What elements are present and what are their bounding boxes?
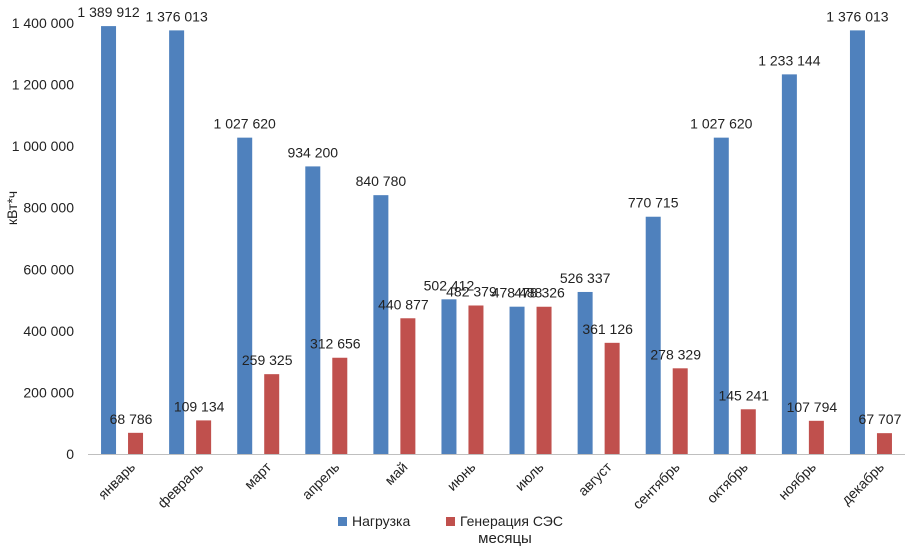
y-tick-label: 1 400 000 [12, 15, 74, 31]
data-label: 107 794 [787, 399, 838, 415]
data-label: 361 126 [582, 321, 633, 337]
bar-generation [604, 342, 620, 454]
x-tick-label: июнь [444, 459, 479, 494]
data-label: 478 326 [514, 285, 565, 301]
bars [101, 26, 892, 455]
data-label: 109 134 [174, 398, 225, 414]
data-label: 502 412 [424, 277, 475, 293]
bar-generation [808, 420, 824, 454]
bar-load [781, 74, 797, 455]
bar-load [713, 137, 729, 455]
data-label: 770 715 [628, 195, 679, 211]
data-label: 1 027 620 [214, 116, 276, 132]
bar-load [305, 166, 321, 455]
bar-generation [468, 305, 484, 454]
bar-generation [400, 318, 416, 454]
legend-label: Генерация СЭС [460, 513, 563, 529]
y-tick-label: 1 200 000 [12, 77, 74, 93]
data-label: 1 376 013 [145, 8, 207, 24]
x-tick-label: октябрь [703, 459, 750, 506]
x-tick-label: июль [512, 459, 547, 494]
data-label: 312 656 [310, 336, 361, 352]
bar-generation [332, 357, 348, 454]
x-tick-label: сентябрь [629, 459, 682, 512]
y-tick-label: 200 000 [23, 384, 74, 400]
bar-load [169, 30, 185, 454]
legend-swatch [446, 517, 455, 526]
bar-generation [264, 374, 280, 454]
bar-generation [196, 420, 212, 454]
x-tick-label: май [381, 459, 410, 488]
x-axis: январь февраль март апрель май июнь июль август… [88, 454, 905, 512]
bar-load [577, 291, 593, 454]
data-label: 145 241 [718, 387, 769, 403]
data-labels: 1 389 912 1 376 013 1 027 620 934 200 840 78… [77, 4, 901, 427]
x-tick-label: апрель [299, 459, 343, 503]
bar-generation [672, 368, 688, 454]
bar-load [101, 26, 117, 455]
data-label: 1 389 912 [77, 4, 139, 20]
x-axis-title: месяцы [478, 530, 532, 546]
data-label: 68 786 [110, 411, 153, 427]
data-label: 67 707 [859, 411, 902, 427]
legend: Нагрузка Генерация СЭС [338, 513, 563, 529]
bar-generation [536, 306, 552, 454]
data-label: 478 488 [492, 285, 543, 301]
x-tick-label: декабрь [838, 459, 887, 508]
y-tick-label: 400 000 [23, 323, 74, 339]
x-tick-label: ноябрь [775, 459, 819, 503]
data-label: 1 376 013 [826, 8, 888, 24]
bar-generation [128, 432, 144, 454]
y-tick-label: 0 [66, 446, 74, 462]
data-label: 526 337 [560, 270, 611, 286]
bar-generation [740, 409, 756, 454]
data-label: 482 379 [446, 283, 497, 299]
data-label: 440 877 [378, 296, 429, 312]
bar-load [849, 30, 865, 454]
y-tick-label: 600 000 [23, 261, 74, 277]
x-tick-label: февраль [154, 459, 206, 511]
data-label: 259 325 [242, 352, 293, 368]
y-tick-label: 1 000 000 [12, 138, 74, 154]
legend-label: Нагрузка [352, 513, 410, 529]
data-label: 1 027 620 [690, 116, 752, 132]
data-label: 840 780 [356, 173, 407, 189]
data-label: 278 329 [650, 346, 701, 362]
x-tick-label: январь [95, 459, 138, 502]
y-axis: 0 200 000 400 000 600 000 800 000 1 000 000 1 … [12, 15, 75, 462]
bar-generation [876, 433, 892, 454]
data-label: 934 200 [287, 144, 338, 160]
bar-load [237, 137, 253, 455]
data-label: 1 233 144 [758, 52, 820, 68]
bar-load [441, 299, 457, 454]
y-axis-title: кВт*ч [4, 191, 20, 225]
bar-load [645, 216, 661, 454]
bar-load [373, 195, 389, 455]
legend-swatch [338, 517, 347, 526]
bar-load [509, 306, 525, 454]
x-tick-label: август [575, 458, 615, 498]
y-tick-label: 800 000 [23, 200, 74, 216]
x-tick-label: март [241, 458, 275, 492]
